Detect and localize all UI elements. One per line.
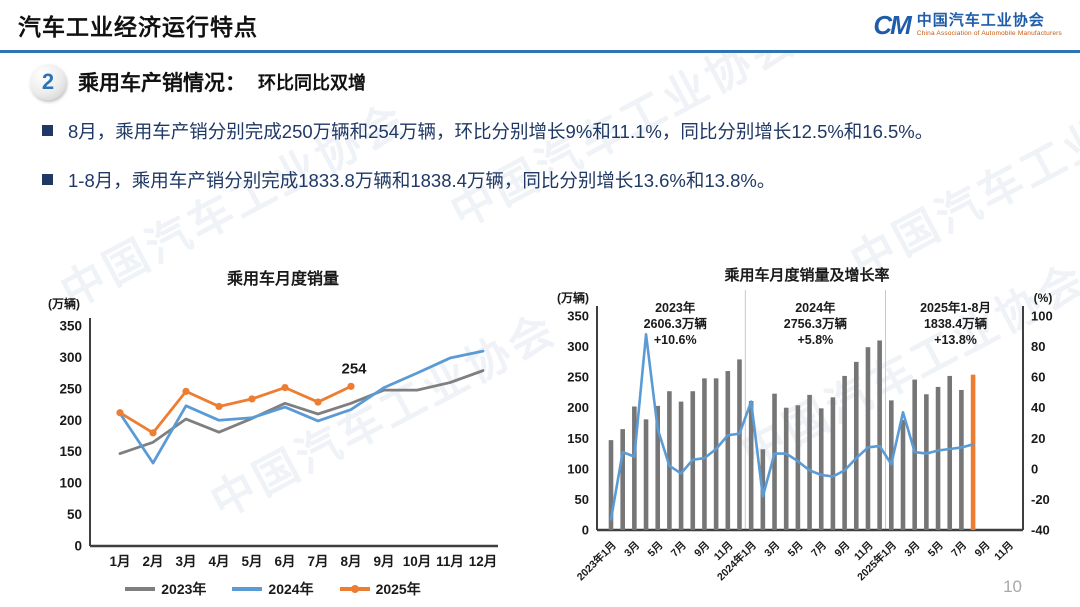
svg-text:0: 0 bbox=[74, 539, 82, 554]
svg-text:(万辆): (万辆) bbox=[557, 290, 589, 305]
bullet-text: 1-8月，乘用车产销分别完成1833.8万辆和1838.4万辆，同比分别增长13… bbox=[68, 169, 776, 191]
svg-text:350: 350 bbox=[567, 309, 589, 324]
svg-text:60: 60 bbox=[1031, 370, 1045, 385]
legend-item: 2024年 bbox=[232, 579, 314, 599]
bullet-square-icon bbox=[42, 125, 53, 136]
svg-text:6月: 6月 bbox=[274, 554, 295, 569]
svg-text:5月: 5月 bbox=[645, 539, 665, 559]
svg-text:+13.8%: +13.8% bbox=[934, 333, 977, 347]
line-chart-canvas: 乘用车月度销量 (万辆) 0 50 100 150 200 250 300 350 1月 2月 3月 4月… bbox=[48, 269, 498, 569]
svg-text:3月: 3月 bbox=[902, 539, 922, 559]
chart-legend: 2023年 2024年 2025年 bbox=[28, 579, 518, 599]
svg-text:8月: 8月 bbox=[340, 554, 361, 569]
svg-text:2023年: 2023年 bbox=[655, 300, 696, 315]
svg-text:2025年1-8月: 2025年1-8月 bbox=[920, 300, 991, 315]
legend-label: 2024年 bbox=[268, 581, 314, 597]
caam-logo: CM 中国汽车工业协会 China Association of Automob… bbox=[873, 12, 1062, 38]
svg-text:7月: 7月 bbox=[949, 539, 969, 559]
section-heading: 2 乘用车产销情况： 环比同比双增 bbox=[30, 64, 366, 100]
svg-text:7月: 7月 bbox=[307, 554, 328, 569]
svg-text:4月: 4月 bbox=[208, 554, 229, 569]
svg-text:254: 254 bbox=[341, 360, 367, 377]
svg-text:1月: 1月 bbox=[109, 554, 130, 569]
svg-text:250: 250 bbox=[567, 370, 589, 385]
svg-text:乘用车月度销量及增长率: 乘用车月度销量及增长率 bbox=[723, 266, 889, 284]
svg-text:(万辆): (万辆) bbox=[48, 296, 80, 311]
bullet-text: 8月，乘用车产销分别完成250万辆和254万辆，环比分别增长9%和11.1%，同… bbox=[68, 121, 934, 142]
svg-text:100: 100 bbox=[567, 461, 589, 476]
svg-text:0: 0 bbox=[1031, 461, 1038, 476]
legend-label: 2025年 bbox=[375, 581, 421, 597]
svg-text:5月: 5月 bbox=[241, 554, 262, 569]
svg-text:2月: 2月 bbox=[142, 554, 163, 569]
legend-marker-dot-icon bbox=[350, 584, 359, 593]
legend-label: 2023年 bbox=[161, 581, 207, 597]
svg-text:乘用车月度销量: 乘用车月度销量 bbox=[226, 269, 339, 288]
legend-line-swatch-icon bbox=[339, 584, 370, 593]
svg-text:300: 300 bbox=[59, 350, 82, 365]
page-number: 10 bbox=[1003, 577, 1022, 596]
caam-logo-icon: CM bbox=[873, 10, 911, 40]
page-title: 汽车工业经济运行特点 bbox=[18, 14, 258, 40]
svg-text:3月: 3月 bbox=[762, 539, 782, 559]
svg-text:200: 200 bbox=[567, 400, 589, 415]
svg-text:50: 50 bbox=[67, 507, 82, 522]
svg-text:-40: -40 bbox=[1031, 523, 1050, 538]
svg-text:0: 0 bbox=[582, 523, 589, 538]
svg-text:40: 40 bbox=[1031, 400, 1045, 415]
monthly-sales-line-chart: 乘用车月度销量 (万辆) 0 50 100 150 200 250 300 350 1月 2月 3月 4月… bbox=[28, 262, 518, 599]
slide-header: 汽车工业经济运行特点 CM 中国汽车工业协会 China Association… bbox=[0, 0, 1080, 53]
svg-text:2024年: 2024年 bbox=[795, 300, 836, 315]
svg-text:100: 100 bbox=[1031, 309, 1053, 324]
svg-text:300: 300 bbox=[567, 339, 589, 354]
legend-item: 2025年 bbox=[339, 579, 421, 599]
svg-text:50: 50 bbox=[575, 492, 589, 507]
svg-text:200: 200 bbox=[59, 413, 82, 428]
bullet-item: 1-8月，乘用车产销分别完成1833.8万辆和1838.4万辆，同比分别增长13… bbox=[42, 167, 1047, 196]
svg-text:3月: 3月 bbox=[175, 554, 196, 569]
logo-org-name-cn: 中国汽车工业协会 bbox=[916, 12, 1045, 30]
svg-text:(%): (%) bbox=[1034, 291, 1053, 305]
svg-text:9月: 9月 bbox=[373, 554, 394, 569]
svg-text:9月: 9月 bbox=[972, 539, 992, 559]
svg-text:350: 350 bbox=[59, 319, 82, 334]
section-number-badge: 2 bbox=[30, 64, 66, 100]
svg-text:2756.3万辆: 2756.3万辆 bbox=[784, 316, 848, 331]
svg-text:12月: 12月 bbox=[469, 554, 498, 569]
svg-text:7月: 7月 bbox=[809, 539, 829, 559]
svg-text:1838.4万辆: 1838.4万辆 bbox=[924, 316, 988, 331]
bullet-square-icon bbox=[42, 173, 53, 185]
legend-item: 2023年 bbox=[125, 579, 206, 599]
sales-growth-combo-chart: 乘用车月度销量及增长率 (万辆) (%) 0 50 100 150 200 250 300 350-… bbox=[535, 260, 1075, 605]
svg-text:80: 80 bbox=[1031, 339, 1045, 354]
svg-text:150: 150 bbox=[567, 431, 589, 446]
svg-text:250: 250 bbox=[59, 381, 82, 396]
bullet-item: 8月，乘用车产销分别完成250万辆和254万辆，环比分别增长9%和11.1%，同… bbox=[42, 118, 1047, 147]
svg-text:11月: 11月 bbox=[992, 539, 1016, 563]
svg-text:2023年1月: 2023年1月 bbox=[574, 539, 619, 584]
bullet-list: 8月，乘用车产销分别完成250万辆和254万辆，环比分别增长9%和11.1%，同… bbox=[42, 118, 1047, 215]
section-title: 乘用车产销情况： bbox=[78, 72, 246, 95]
svg-text:150: 150 bbox=[59, 444, 82, 459]
svg-text:+10.6%: +10.6% bbox=[654, 333, 697, 347]
svg-text:7月: 7月 bbox=[669, 539, 689, 559]
svg-text:5月: 5月 bbox=[926, 539, 946, 559]
svg-text:20: 20 bbox=[1031, 431, 1045, 446]
svg-text:5月: 5月 bbox=[786, 539, 806, 559]
svg-text:+5.8%: +5.8% bbox=[798, 333, 834, 347]
svg-text:100: 100 bbox=[59, 476, 82, 491]
legend-line-swatch-icon bbox=[125, 587, 156, 591]
svg-text:9月: 9月 bbox=[832, 539, 852, 559]
svg-text:9月: 9月 bbox=[692, 539, 712, 559]
combo-chart-canvas: 乘用车月度销量及增长率(万辆) (%)050100150200250300350-… bbox=[557, 266, 1053, 584]
legend-line-swatch-icon bbox=[232, 587, 263, 591]
svg-text:-20: -20 bbox=[1031, 492, 1050, 507]
logo-org-name-en: China Association of Automobile Manufact… bbox=[916, 29, 1062, 37]
svg-text:3月: 3月 bbox=[622, 539, 642, 559]
svg-text:11月: 11月 bbox=[436, 554, 464, 569]
svg-text:2606.3万辆: 2606.3万辆 bbox=[644, 316, 708, 331]
section-subtitle: 环比同比双增 bbox=[258, 73, 366, 93]
svg-text:10月: 10月 bbox=[403, 554, 432, 569]
